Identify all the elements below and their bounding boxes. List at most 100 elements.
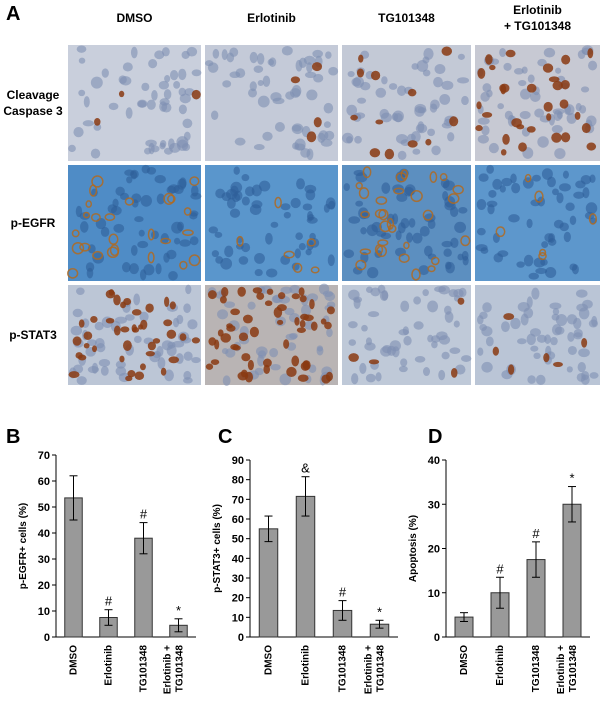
cell-nucleus (284, 307, 295, 316)
cell-nucleus (381, 76, 388, 85)
stained-cell (574, 111, 581, 120)
cell-nucleus (361, 324, 368, 332)
stained-cell (422, 209, 434, 221)
cell-nucleus (380, 112, 392, 123)
cell-nucleus (214, 231, 223, 238)
cell-nucleus (397, 222, 406, 234)
cell-nucleus (578, 348, 590, 358)
stained-cell (560, 79, 570, 90)
cell-nucleus (166, 249, 177, 260)
stained-cell (355, 182, 363, 190)
stained-cell (298, 287, 305, 297)
stained-cell (546, 113, 552, 121)
y-tick-label: 70 (38, 450, 50, 462)
cell-nucleus (589, 372, 599, 379)
column-header: + TG101348 (504, 19, 571, 33)
stained-cell (294, 317, 300, 326)
stained-cell (355, 259, 367, 271)
stained-cell (147, 228, 155, 241)
panel-label: A (6, 3, 20, 25)
stained-cell (447, 193, 460, 204)
stained-cell (221, 286, 229, 298)
cell-nucleus (108, 102, 119, 111)
cell-nucleus (566, 112, 577, 124)
cell-nucleus (510, 317, 521, 330)
cell-nucleus (130, 46, 138, 59)
stained-cell (559, 99, 569, 109)
cell-nucleus (585, 202, 598, 215)
cell-nucleus (100, 226, 110, 237)
cell-nucleus (567, 345, 577, 356)
stained-cell (403, 241, 410, 250)
stained-cell (160, 237, 172, 245)
cell-nucleus (481, 361, 493, 373)
cell-nucleus (230, 181, 243, 194)
stained-cell (542, 63, 554, 73)
cell-nucleus (140, 194, 152, 207)
cell-nucleus (412, 232, 423, 244)
stained-cell (511, 118, 522, 128)
x-tick-label: TG101348 (139, 645, 150, 693)
stained-cell (548, 76, 560, 83)
stained-cell (120, 301, 126, 309)
stained-cell (183, 207, 192, 216)
y-tick-label: 60 (38, 476, 50, 488)
stained-cell (543, 101, 553, 112)
cell-nucleus (359, 362, 367, 375)
cell-nucleus (404, 184, 416, 196)
stained-cell (147, 341, 156, 351)
stained-cell (122, 340, 132, 352)
cell-nucleus (434, 286, 446, 293)
cell-nucleus (375, 87, 387, 98)
cell-nucleus (241, 174, 250, 182)
cell-nucleus (531, 287, 540, 300)
cell-nucleus (453, 320, 460, 328)
cell-nucleus (247, 301, 256, 310)
cell-nucleus (580, 86, 590, 93)
stained-cell (104, 213, 116, 222)
cell-nucleus (400, 300, 410, 312)
x-tick-label: Erlotinib (495, 645, 506, 686)
stained-cell (350, 114, 358, 121)
cell-nucleus (552, 188, 559, 196)
y-tick-label: 0 (44, 632, 50, 644)
stained-cell (384, 148, 395, 160)
cell-nucleus (575, 180, 586, 189)
cell-nucleus (179, 239, 191, 247)
stained-cell (503, 313, 515, 320)
cell-nucleus (133, 335, 142, 344)
cell-nucleus (280, 286, 293, 294)
cell-nucleus (220, 257, 233, 270)
cell-nucleus (189, 236, 199, 246)
cell-nucleus (178, 104, 187, 115)
cell-nucleus (73, 126, 84, 138)
cell-nucleus (83, 96, 90, 108)
cell-nucleus (146, 99, 156, 110)
x-tick-label: Erlotinib (104, 645, 115, 686)
cell-nucleus (289, 332, 298, 340)
cell-nucleus (183, 370, 192, 380)
stained-cell (457, 297, 465, 305)
cell-nucleus (488, 142, 499, 154)
stained-cell (207, 290, 217, 300)
cell-nucleus (449, 206, 459, 218)
stained-cell (266, 288, 274, 295)
stained-cell (505, 49, 516, 58)
cell-nucleus (249, 51, 258, 64)
stained-cell (283, 250, 295, 259)
stained-cell (273, 307, 283, 318)
cell-nucleus (115, 360, 126, 369)
cell-nucleus (526, 333, 536, 346)
cell-nucleus (163, 89, 172, 100)
cell-nucleus (412, 148, 421, 155)
cell-nucleus (70, 325, 83, 336)
cell-nucleus (454, 364, 466, 375)
cell-nucleus (267, 58, 275, 66)
cell-nucleus (101, 68, 109, 78)
cell-nucleus (424, 245, 433, 257)
cell-nucleus (177, 178, 187, 190)
stained-cell (127, 370, 136, 378)
cell-nucleus (169, 70, 179, 81)
cell-nucleus (544, 233, 554, 243)
stained-cell (83, 331, 93, 340)
